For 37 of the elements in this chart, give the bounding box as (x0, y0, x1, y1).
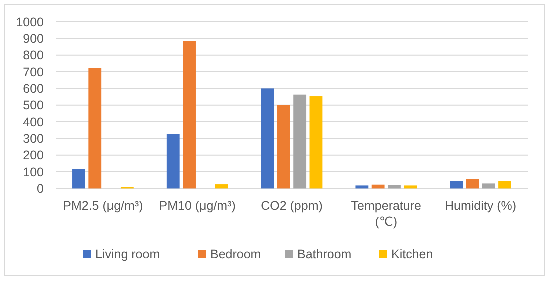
y-tick-label: 600 (23, 82, 44, 96)
x-tick-label: Humidity (%) (445, 199, 517, 213)
x-tick-label: PM10 (μg/m³) (159, 199, 236, 213)
x-tick-label: PM2.5 (μg/m³) (63, 199, 144, 213)
bar (277, 105, 290, 189)
bar (482, 184, 496, 189)
bar (450, 181, 464, 189)
y-tick-label: 0 (37, 182, 44, 196)
y-tick-label: 100 (23, 165, 44, 180)
bar (88, 68, 102, 189)
legend-label: Bathroom (298, 247, 352, 262)
bar (294, 94, 307, 189)
y-tick-label: 700 (23, 65, 44, 80)
bar (498, 181, 512, 189)
bar (215, 184, 228, 189)
y-tick-label: 200 (23, 148, 44, 163)
y-tick-label: 800 (23, 48, 44, 63)
bar (404, 186, 418, 189)
bar (261, 88, 274, 189)
y-tick-label: 400 (23, 115, 44, 130)
x-tick-label: Temperature (℃) (351, 199, 422, 229)
bar (372, 184, 385, 189)
bar (466, 179, 480, 189)
y-tick-label: 900 (23, 32, 44, 46)
y-tick-label: 300 (23, 132, 44, 146)
bar (388, 185, 401, 189)
bar (310, 96, 323, 189)
x-tick-label: CO2 (ppm) (261, 199, 323, 213)
bar (72, 169, 86, 189)
bar (183, 41, 196, 189)
legend-label: Kitchen (392, 247, 434, 262)
bar (166, 134, 180, 189)
y-tick-label: 1000 (16, 15, 44, 30)
legend-label: Living room (96, 247, 160, 262)
legend-label: Bedroom (210, 247, 262, 262)
y-tick-label: 500 (23, 98, 44, 113)
bar (356, 186, 369, 189)
